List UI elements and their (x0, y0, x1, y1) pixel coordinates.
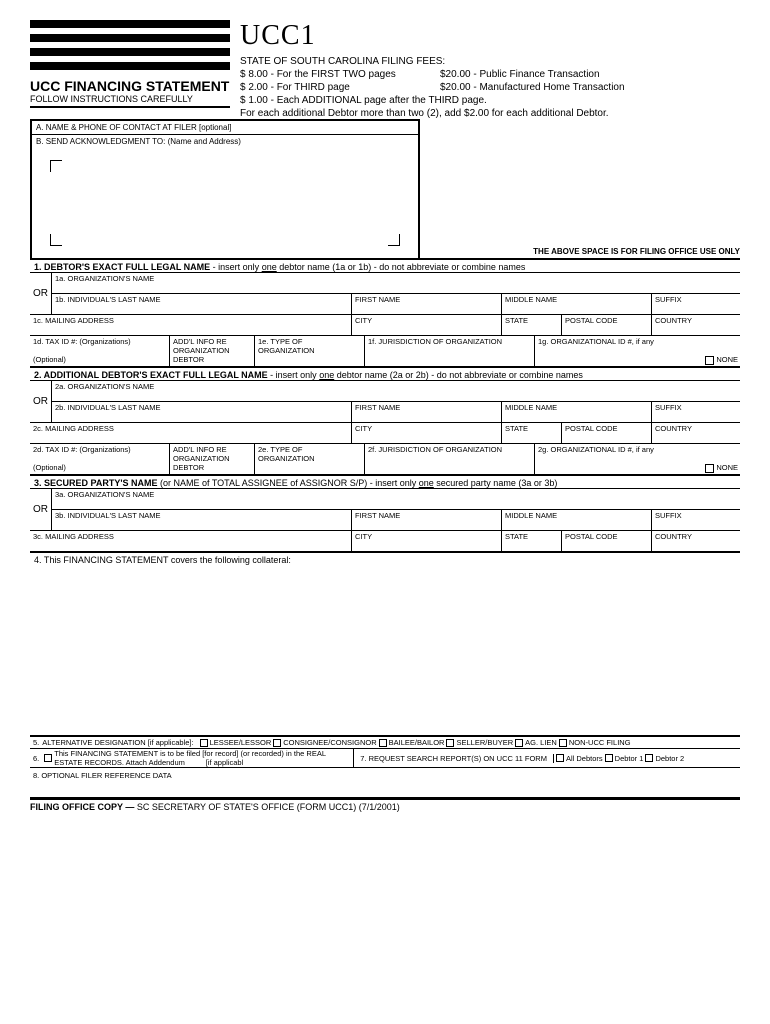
sec3-individual[interactable]: 3b. INDIVIDUAL'S LAST NAME FIRST NAME MI… (52, 509, 740, 530)
sec1-or: OR (30, 272, 52, 314)
collateral-area[interactable] (30, 565, 740, 735)
sec2-tax[interactable]: 2d. TAX ID #: (Organizations)(Optional) … (30, 443, 740, 474)
header: UCC FINANCING STATEMENT FOLLOW INSTRUCTI… (30, 20, 740, 119)
logo-bars (30, 20, 230, 70)
chk-bailee[interactable] (379, 739, 387, 747)
sec2-address[interactable]: 2c. MAILING ADDRESS CITY STATE POSTAL CO… (30, 422, 740, 443)
follow-instructions: FOLLOW INSTRUCTIONS CAREFULLY (30, 94, 230, 108)
box-b-label: B. SEND ACKNOWLEDGMENT TO: (Name and Add… (32, 135, 418, 148)
filing-office-copy: FILING OFFICE COPY — SC SECRETARY OF STA… (30, 797, 740, 812)
fee-line-4: For each additional Debtor more than two… (240, 108, 740, 119)
sec2-title: 2. ADDITIONAL DEBTOR'S EXACT FULL LEGAL … (30, 368, 740, 380)
chk-consignee[interactable] (273, 739, 281, 747)
sec4-title: 4. This FINANCING STATEMENT covers the f… (30, 553, 740, 565)
sec5: 5. ALTERNATIVE DESIGNATION [if applicabl… (30, 735, 740, 748)
office-use-text: THE ABOVE SPACE IS FOR FILING OFFICE USE… (420, 247, 740, 260)
chk-alldebtors[interactable] (556, 754, 564, 762)
acknowledgment-area[interactable] (32, 148, 418, 258)
sec1-org-row: OR 1a. ORGANIZATION'S NAME 1b. INDIVIDUA… (30, 272, 740, 314)
sec1-address[interactable]: 1c. MAILING ADDRESS CITY STATE POSTAL CO… (30, 314, 740, 335)
box-a-label: A. NAME & PHONE OF CONTACT AT FILER [opt… (32, 121, 418, 135)
sec6-7: 6. This FINANCING STATEMENT is to be fil… (30, 748, 740, 767)
sec1-org[interactable]: 1a. ORGANIZATION'S NAME (52, 272, 740, 293)
sec2-org-row: OR 2a. ORGANIZATION'S NAME 2b. INDIVIDUA… (30, 380, 740, 422)
statement-title: UCC FINANCING STATEMENT (30, 78, 230, 94)
header-left: UCC FINANCING STATEMENT FOLLOW INSTRUCTI… (30, 20, 230, 108)
sec3-org-row: OR 3a. ORGANIZATION'S NAME 3b. INDIVIDUA… (30, 488, 740, 530)
fee-line-1: $ 8.00 - For the FIRST TWO pages$20.00 -… (240, 69, 740, 80)
title-block: UCC1 STATE OF SOUTH CAROLINA FILING FEES… (240, 20, 740, 119)
sec2-org[interactable]: 2a. ORGANIZATION'S NAME (52, 380, 740, 401)
form-code: UCC1 (240, 20, 740, 52)
chk-realestate[interactable] (44, 754, 52, 762)
chk-aglien[interactable] (515, 739, 523, 747)
chk-debtor1[interactable] (605, 754, 613, 762)
sec3-address[interactable]: 3c. MAILING ADDRESS CITY STATE POSTAL CO… (30, 530, 740, 551)
office-use-area: THE ABOVE SPACE IS FOR FILING OFFICE USE… (420, 119, 740, 260)
filer-box: A. NAME & PHONE OF CONTACT AT FILER [opt… (30, 119, 420, 260)
sec3-title: 3. SECURED PARTY'S NAME (or NAME of TOTA… (30, 476, 740, 488)
fees-header: STATE OF SOUTH CAROLINA FILING FEES: (240, 56, 740, 67)
top-boxes: A. NAME & PHONE OF CONTACT AT FILER [opt… (30, 119, 740, 260)
sec8: 8. OPTIONAL FILER REFERENCE DATA (30, 767, 740, 791)
chk-seller[interactable] (446, 739, 454, 747)
sec1-tax[interactable]: 1d. TAX ID #: (Organizations)(Optional) … (30, 335, 740, 366)
sec3-or: OR (30, 488, 52, 530)
fee-line-3: $ 1.00 - Each ADDITIONAL page after the … (240, 95, 740, 106)
sec3-org[interactable]: 3a. ORGANIZATION'S NAME (52, 488, 740, 509)
sec1-individual[interactable]: 1b. INDIVIDUAL'S LAST NAME FIRST NAME MI… (52, 293, 740, 314)
chk-lessee[interactable] (200, 739, 208, 747)
sec2-or: OR (30, 380, 52, 422)
chk-debtor2[interactable] (645, 754, 653, 762)
sec1-title: 1. DEBTOR'S EXACT FULL LEGAL NAME - inse… (30, 260, 740, 272)
fee-line-2: $ 2.00 - For THIRD page$20.00 - Manufact… (240, 82, 740, 93)
sec2-individual[interactable]: 2b. INDIVIDUAL'S LAST NAME FIRST NAME MI… (52, 401, 740, 422)
chk-nonucc[interactable] (559, 739, 567, 747)
